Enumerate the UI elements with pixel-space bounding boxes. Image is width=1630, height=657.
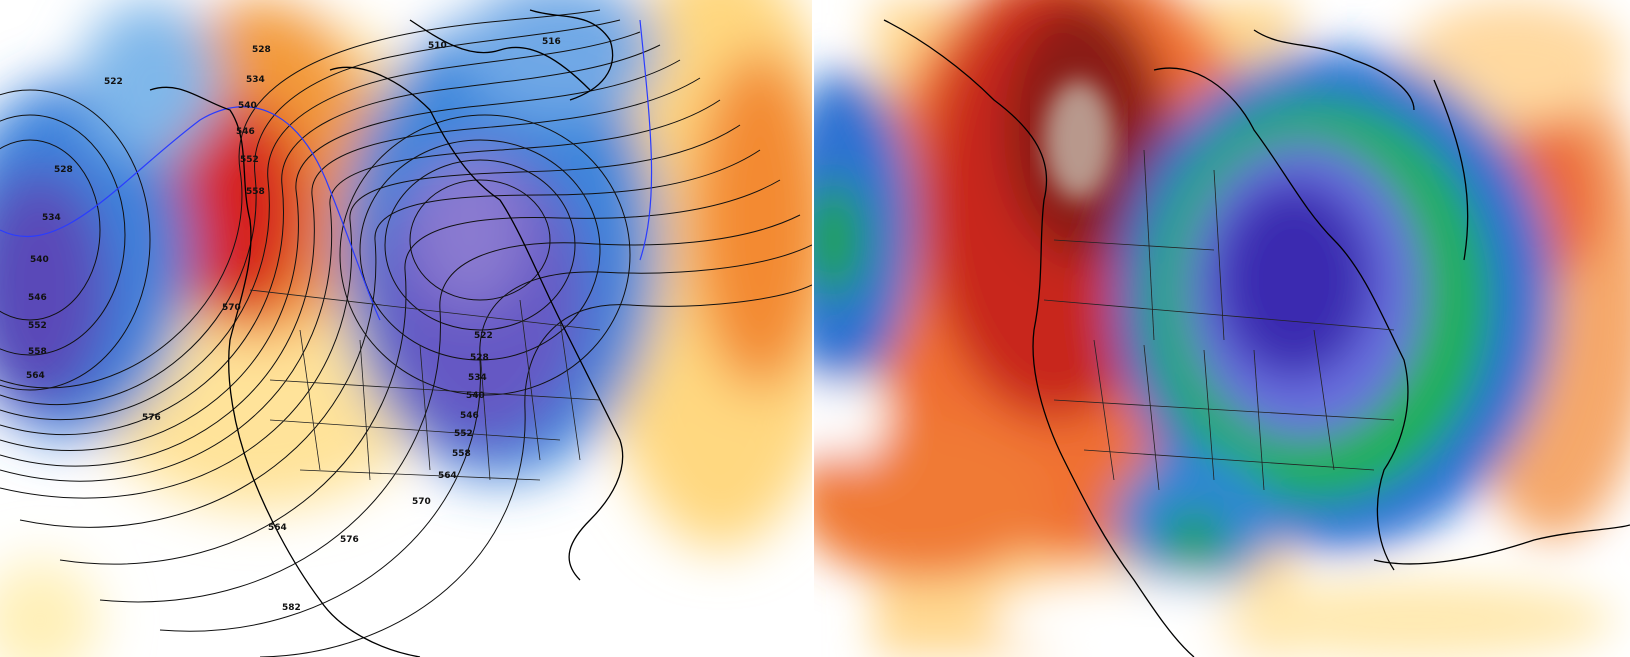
contour-label: 552 — [28, 321, 47, 331]
contour-label: 552 — [240, 155, 259, 165]
political-borders — [1043, 149, 1395, 491]
contour-label: 540 — [238, 101, 257, 111]
contour-label: 528 — [470, 353, 489, 363]
contour-label: 528 — [54, 165, 73, 175]
highlight-contour-east — [639, 19, 653, 261]
contour-label: 522 — [104, 77, 123, 87]
contour-label: 540 — [466, 391, 485, 401]
contour-label: 558 — [28, 347, 47, 357]
contour-label: 528 — [252, 45, 271, 55]
contour-label: 546 — [28, 293, 47, 303]
contour-label: 558 — [246, 187, 265, 197]
contour-label: 546 — [236, 127, 255, 137]
contour-label: 558 — [452, 449, 471, 459]
coastlines — [149, 9, 624, 657]
contour-label: 582 — [282, 603, 301, 613]
contour-label: 546 — [460, 411, 479, 421]
height-contours — [0, 9, 812, 657]
contour-label: 564 — [26, 371, 45, 381]
temperature-anomaly-map — [814, 0, 1630, 657]
contour-label: 552 — [454, 429, 473, 439]
temp-anomaly-shading — [814, 0, 1630, 657]
contour-label: 534 — [42, 213, 61, 223]
panel-divider — [812, 0, 814, 657]
contour-label: 534 — [468, 373, 487, 383]
extreme-warm-core — [1044, 80, 1114, 200]
contour-label: 576 — [142, 413, 161, 423]
contour-label: 522 — [474, 331, 493, 341]
highlight-contour — [0, 106, 381, 321]
left-map-panel: 510 516 522 528 534 540 546 552 558 564 … — [0, 0, 812, 657]
right-map-panel — [814, 0, 1630, 657]
coastlines — [883, 19, 1630, 657]
contour-label: 534 — [246, 75, 265, 85]
contour-label: 540 — [30, 255, 49, 265]
contour-labels: 510 516 522 528 534 540 546 552 558 564 … — [26, 37, 561, 613]
contour-label: 564 — [438, 471, 457, 481]
contour-label: 510 — [428, 41, 447, 51]
contour-label: 570 — [222, 303, 241, 313]
contour-label: 576 — [340, 535, 359, 545]
contour-label: 570 — [412, 497, 431, 507]
contour-label: 564 — [268, 523, 287, 533]
contour-label: 516 — [542, 37, 561, 47]
height-anomaly-map: 510 516 522 528 534 540 546 552 558 564 … — [0, 0, 812, 657]
political-borders — [249, 289, 601, 481]
